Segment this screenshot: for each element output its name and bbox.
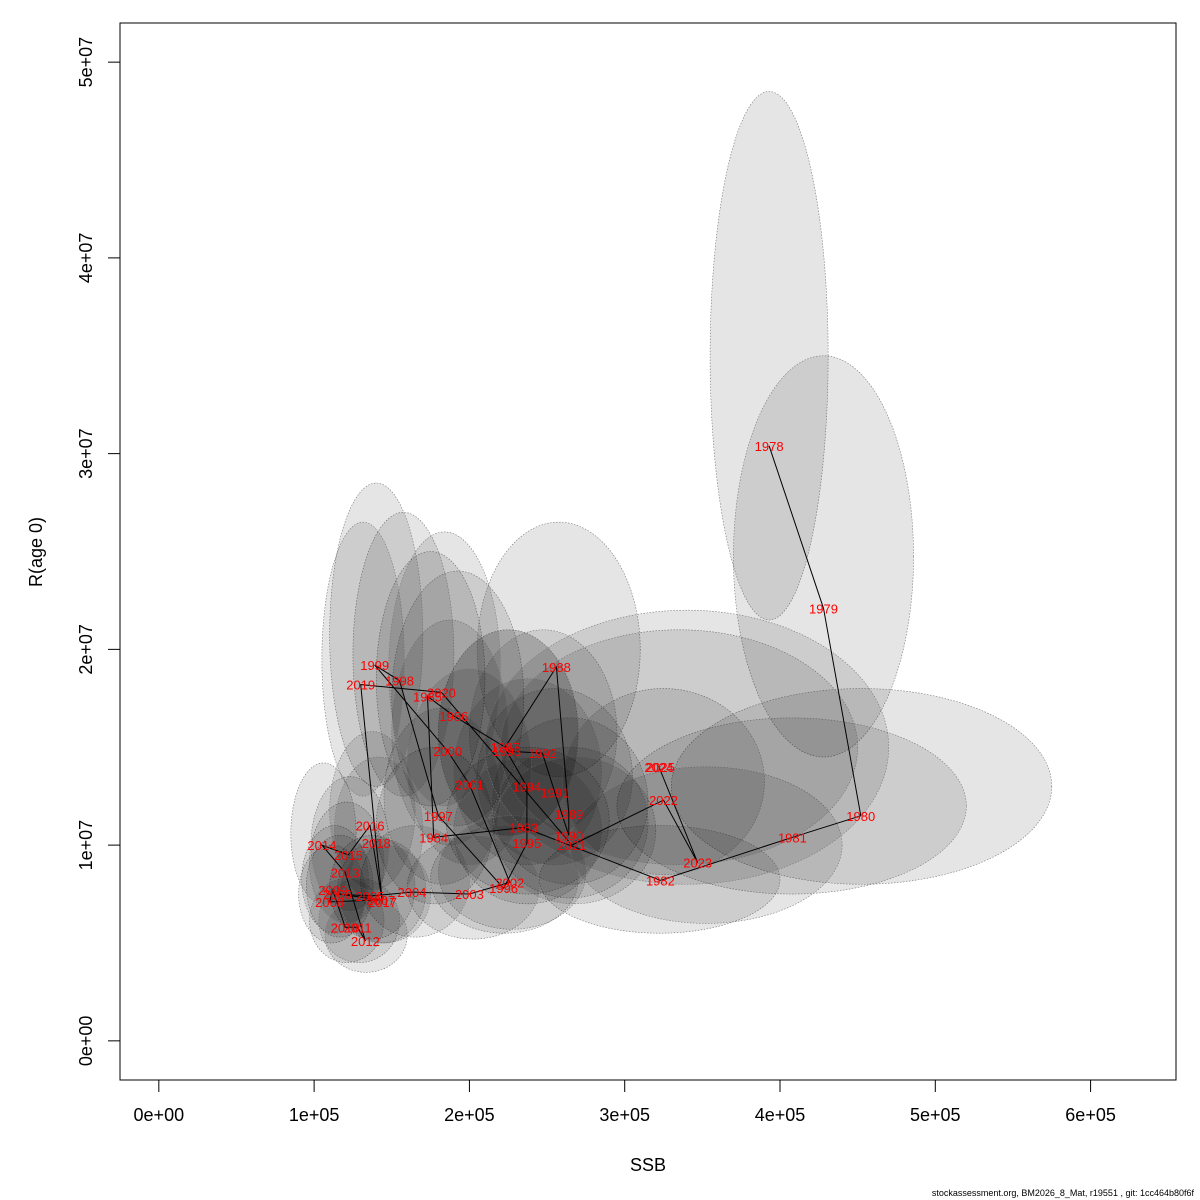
x-tick-label: 1e+05: [289, 1105, 340, 1125]
y-axis-title: R(age 0): [26, 517, 46, 587]
y-tick-label: 4e+07: [76, 233, 96, 284]
year-label-1983: 1983: [509, 820, 538, 835]
ci-ellipse-2017: [338, 844, 431, 944]
footer-credit: stockassessment.org, BM2026_8_Mat, r1955…: [931, 1188, 1194, 1198]
x-tick-label: 3e+05: [599, 1105, 650, 1125]
y-tick-label: 0e+00: [76, 1016, 96, 1067]
year-label-2002: 2002: [495, 875, 524, 890]
year-label-1987: 1987: [491, 740, 520, 755]
ci-ellipse-1991: [476, 688, 633, 865]
year-label-2004: 2004: [397, 885, 426, 900]
year-label-2001: 2001: [455, 777, 484, 792]
year-label-2012: 2012: [351, 934, 380, 949]
ci-ellipse-1981: [616, 717, 967, 895]
y-tick-label: 1e+07: [76, 820, 96, 871]
year-label-1996: 1996: [489, 881, 518, 896]
ci-ellipse-2003: [406, 835, 540, 940]
year-label-2017: 2017: [368, 895, 397, 910]
ci-ellipse-1999: [329, 482, 424, 787]
y-axis: 0e+00 1e+07 2e+07 3e+07 4e+07 5e+07: [76, 37, 121, 1067]
year-label-1995: 1995: [512, 836, 541, 851]
year-label-2018: 2018: [362, 836, 391, 851]
ci-ellipse-2015: [310, 776, 389, 912]
y-tick-label: 5e+07: [76, 37, 96, 88]
year-label-2019: 2019: [346, 678, 375, 693]
ci-ellipse-1997: [383, 707, 501, 885]
year-label-2014: 2014: [307, 838, 336, 853]
x-tick-label: 5e+05: [910, 1105, 961, 1125]
year-labels: 1978 1979 1980 1981 1982 1983 1984 1985 1986 1987…: [307, 439, 875, 949]
year-label-1999: 1999: [360, 658, 389, 673]
year-label-2013: 2013: [331, 866, 360, 881]
year-label-2010: 2010: [331, 920, 360, 935]
ci-ellipse-1989: [492, 717, 649, 885]
ci-ellipse-2020: [388, 531, 501, 807]
year-label-2006: 2006: [323, 887, 352, 902]
x-tick-label: 2e+05: [444, 1105, 495, 1125]
year-label-2025: 2025: [646, 760, 675, 775]
year-label-1985: 1985: [413, 689, 442, 704]
y-tick-label: 2e+07: [76, 624, 96, 675]
ci-ellipse-1996: [430, 825, 579, 934]
year-label-2024: 2024: [644, 760, 673, 775]
year-label-1992: 1992: [528, 746, 557, 761]
ci-ellipse-1986: [391, 570, 525, 826]
year-label-1993: 1993: [492, 744, 521, 759]
ci-ellipse-2000: [391, 619, 509, 846]
year-label-2005: 2005: [356, 889, 385, 904]
year-label-1982: 1982: [646, 873, 675, 888]
ci-ellipse-1979: [733, 355, 914, 758]
x-tick-label: 6e+05: [1065, 1105, 1116, 1125]
year-label-2022: 2022: [649, 793, 678, 808]
year-label-1980: 1980: [846, 809, 875, 824]
stock-recruitment-trajectory: [320, 445, 862, 942]
year-label-2021: 2021: [557, 838, 586, 853]
year-label-1988: 1988: [542, 660, 571, 675]
year-label-1990: 1990: [554, 828, 583, 843]
ci-ellipse-2018: [334, 756, 424, 905]
year-label-2011: 2011: [344, 920, 372, 935]
ci-ellipse-1983: [445, 746, 610, 895]
year-label-2000: 2000: [433, 744, 462, 759]
year-label-1994: 1994: [512, 779, 541, 794]
y-tick-label: 3e+07: [76, 428, 96, 479]
year-label-1997: 1997: [424, 809, 453, 824]
ci-ellipse-2025: [484, 609, 890, 885]
year-label-1979: 1979: [809, 601, 838, 616]
year-label-2009: 2009: [318, 883, 347, 898]
ci-ellipse-2024: [500, 629, 858, 865]
year-label-2015: 2015: [334, 848, 363, 863]
ci-ellipse-2009: [301, 825, 369, 934]
year-label-1981: 1981: [778, 830, 807, 845]
year-label-1991: 1991: [540, 785, 569, 800]
ci-ellipse-1988: [476, 521, 641, 777]
year-label-2023: 2023: [683, 856, 712, 871]
year-label-2003: 2003: [455, 887, 484, 902]
year-label-2020: 2020: [427, 685, 456, 700]
x-axis: 0e+00 1e+05 2e+05 3e+05 4e+05 5e+05 6e+05: [134, 1079, 1116, 1125]
confidence-ellipses: [290, 91, 1053, 973]
year-label-2008: 2008: [315, 895, 344, 910]
year-label-1986: 1986: [439, 709, 468, 724]
year-label-1989: 1989: [554, 807, 583, 822]
year-label-1998: 1998: [385, 674, 414, 689]
ci-ellipse-2019: [321, 521, 405, 797]
year-label-1978: 1978: [755, 439, 784, 454]
year-label-2016: 2016: [356, 819, 385, 834]
x-tick-label: 0e+00: [134, 1105, 185, 1125]
year-label-1984: 1984: [419, 830, 448, 845]
x-axis-title: SSB: [630, 1155, 666, 1175]
x-tick-label: 4e+05: [755, 1105, 806, 1125]
ci-ellipse-1994: [453, 678, 602, 865]
ci-ellipse-2022: [562, 688, 765, 875]
year-label-2007: 2007: [366, 893, 395, 908]
ci-ellipse-2014: [290, 762, 357, 905]
